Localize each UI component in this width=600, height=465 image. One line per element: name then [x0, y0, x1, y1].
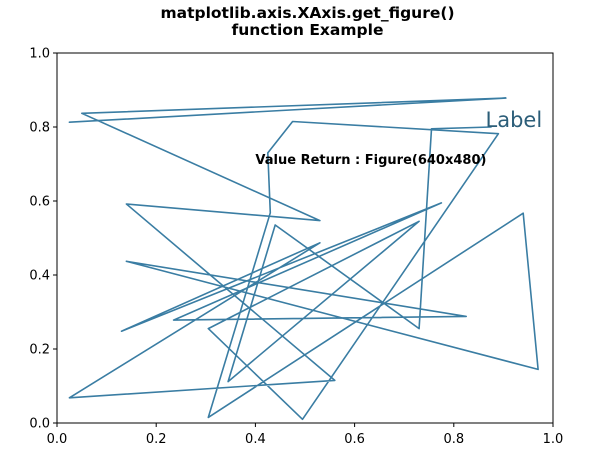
y-axis-ticks: 0.0 0.2 0.4 0.6 0.8 1.0	[29, 47, 57, 432]
y-tick-label: 0.6	[29, 195, 50, 210]
x-tick-label: 0.2	[146, 432, 167, 447]
y-tick-label: 1.0	[29, 47, 50, 62]
y-tick-label: 0.2	[29, 343, 50, 358]
chart-title-line-2: function Example	[232, 21, 384, 39]
series-line	[68, 97, 539, 421]
y-tick-label: 0.4	[29, 269, 50, 284]
y-tick-label: 0.0	[29, 417, 50, 432]
chart-title-line-1: matplotlib.axis.XAxis.get_figure()	[160, 4, 454, 22]
x-tick-label: 0.8	[443, 432, 464, 447]
x-axis-ticks: 0.0 0.2 0.4 0.6 0.8 1.0	[47, 423, 564, 447]
x-tick-label: 1.0	[543, 432, 564, 447]
annotation-label: Label	[486, 108, 543, 132]
x-tick-label: 0.6	[344, 432, 365, 447]
annotation-value-return: Value Return : Figure(640x480)	[255, 153, 486, 168]
plot-area-frame	[56, 52, 554, 424]
x-tick-label: 0.0	[47, 432, 68, 447]
y-tick-label: 0.8	[29, 121, 50, 136]
x-tick-label: 0.4	[245, 432, 266, 447]
